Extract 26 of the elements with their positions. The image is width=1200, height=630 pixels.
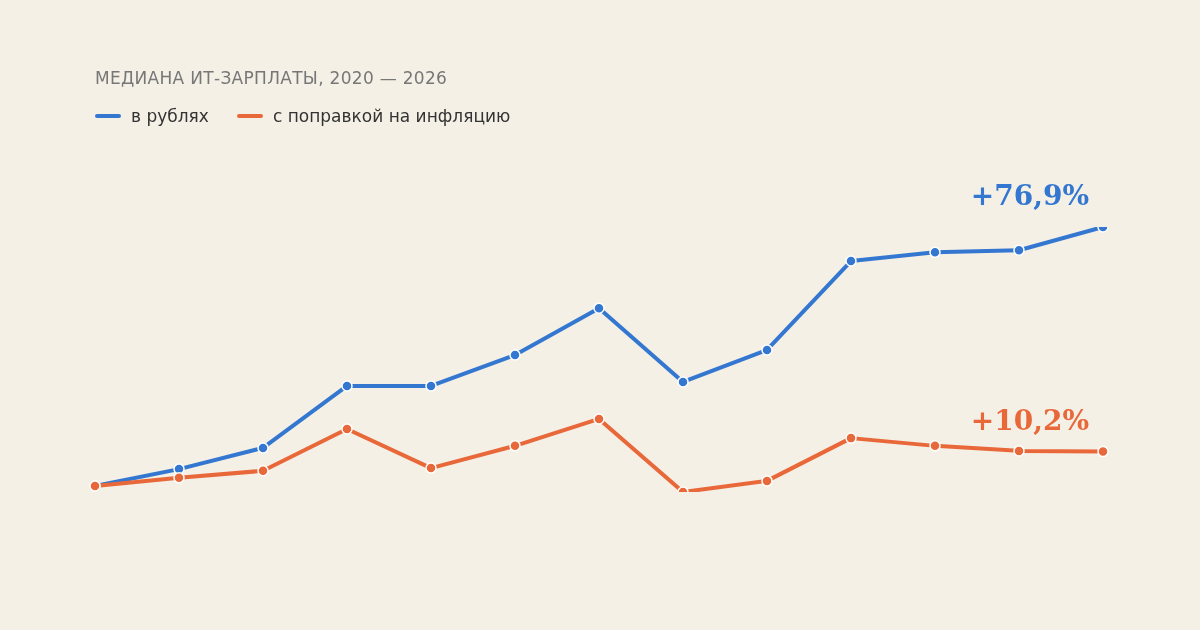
point: [845, 432, 857, 444]
data-label: +10,2%: [970, 403, 1089, 437]
point: [173, 472, 185, 484]
point: [425, 462, 437, 474]
point: [761, 475, 773, 487]
legend-label: с поправкой на инфляцию: [272, 106, 511, 126]
point: [677, 376, 689, 388]
point: [761, 344, 773, 356]
point: [593, 302, 605, 314]
point: [1013, 244, 1025, 256]
point: [341, 380, 353, 392]
legend-label: в рублях: [131, 106, 209, 126]
point: [257, 465, 269, 477]
point: [257, 442, 269, 454]
point: [845, 255, 857, 267]
point: [929, 246, 941, 258]
point: [1097, 445, 1109, 458]
point: [929, 440, 941, 452]
point: [341, 423, 353, 435]
point: [1013, 445, 1025, 457]
point: [425, 380, 437, 392]
point: [509, 349, 521, 361]
point: [593, 413, 605, 425]
point: [509, 440, 521, 452]
data-label: +76,9%: [970, 179, 1089, 212]
chart-title: МЕДИАНА ИТ-ЗАРПЛАТЫ, 2020 — 2026: [95, 68, 448, 88]
